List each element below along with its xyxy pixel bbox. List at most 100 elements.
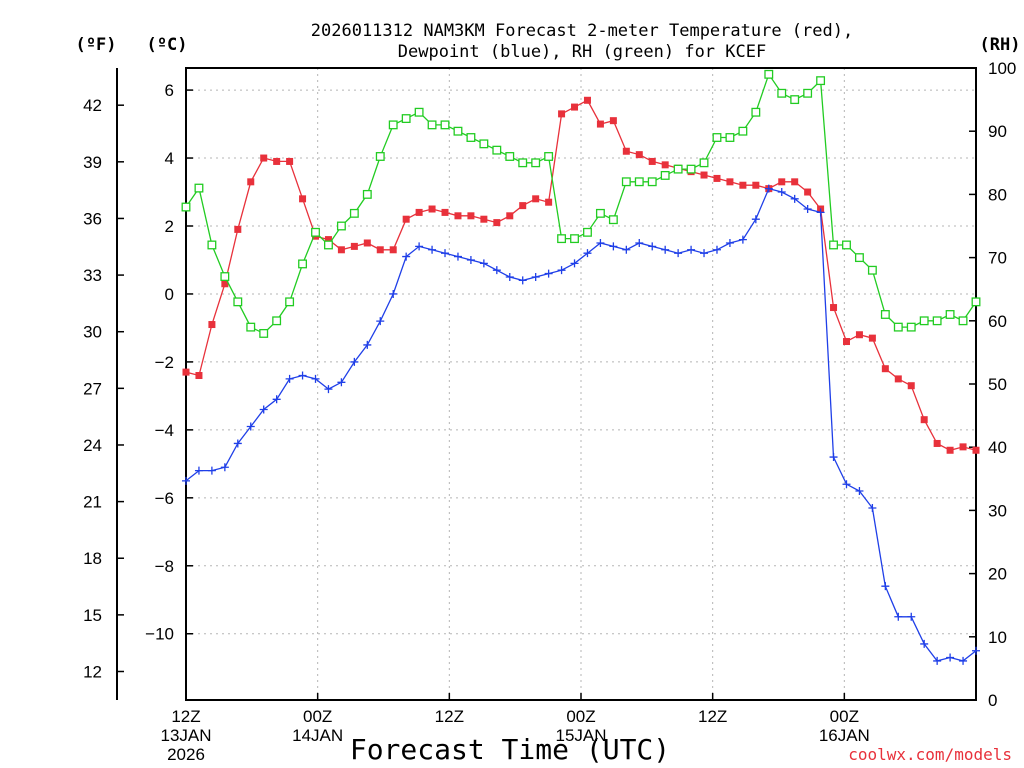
2-meter-temperature-point [894, 375, 902, 383]
dewpoint-point [816, 208, 825, 217]
grid-lines [186, 68, 976, 700]
rh-series [181, 69, 981, 338]
2-meter-temperature-point [273, 157, 281, 165]
dewpoint-point [544, 269, 553, 278]
dewpoint-point [389, 289, 398, 298]
rh-point [880, 310, 890, 319]
rh-point [259, 328, 269, 338]
dewpoint-point [803, 205, 812, 214]
2-meter-temperature-point [234, 225, 242, 233]
2-meter-temperature-point [842, 338, 850, 346]
rh-point [324, 240, 333, 250]
x-axis-title: Forecast Time (UTC) [350, 733, 670, 766]
rh-point [854, 253, 864, 263]
rh-point [285, 297, 295, 307]
rh-point [867, 265, 877, 275]
dewpoint-point [712, 245, 721, 254]
celsius-tick-label: −8 [155, 557, 174, 576]
x-tick-label-time: 00Z [566, 707, 595, 726]
rh-point [583, 227, 592, 237]
plot-frame [185, 67, 977, 701]
rh-point [336, 221, 346, 231]
dewpoint-point [492, 266, 501, 275]
fahrenheit-tick-label: 33 [83, 266, 102, 285]
dewpoint-point [894, 612, 903, 621]
2-meter-temperature-point [260, 154, 268, 162]
2-meter-temperature-point [648, 157, 656, 165]
dewpoint-point [182, 476, 190, 485]
rh-point [375, 152, 385, 161]
2-meter-temperature-point [519, 202, 527, 210]
rh-tick-label: 60 [988, 312, 1007, 331]
2-meter-temperature-point [830, 304, 838, 312]
dewpoint-point [363, 340, 372, 349]
2-meter-temperature-point [946, 446, 954, 454]
2-meter-temperature-point [208, 321, 216, 329]
rh-point [194, 183, 204, 193]
2-meter-temperature-point [713, 174, 721, 182]
dewpoint-point [622, 245, 631, 254]
rh-point [544, 152, 554, 161]
2-meter-temperature-point [920, 416, 928, 424]
dewpoint-point [725, 238, 734, 247]
rh-tick-label: 100 [988, 59, 1016, 78]
2-meter-temperature-point [791, 178, 799, 186]
dewpoint-point [570, 259, 579, 268]
rh-point [842, 240, 851, 250]
dewpoint-point [829, 453, 838, 462]
rh-point [427, 120, 437, 130]
rh-point [608, 215, 618, 225]
2-meter-temperature-point [635, 151, 643, 159]
x-tick-label-date: 14JAN [292, 726, 343, 745]
dewpoint-point [466, 255, 475, 264]
celsius-tick-label: −4 [155, 421, 174, 440]
celsius-tick-label: −6 [155, 489, 174, 508]
rh-point [945, 310, 955, 319]
fahrenheit-tick-label: 39 [83, 153, 102, 172]
dewpoint-point [402, 252, 411, 261]
dewpoint-point [609, 242, 618, 251]
dewpoint-point [557, 266, 566, 275]
x-tick-label-year: 2026 [167, 745, 205, 764]
celsius-tick-label: 0 [165, 285, 174, 304]
rh-point [362, 189, 372, 199]
rh-point [453, 126, 463, 136]
2-meter-temperature-point [739, 181, 747, 189]
2-meter-temperature-point [907, 382, 915, 390]
rh-point [531, 158, 541, 168]
dewpoint-point [246, 422, 255, 431]
rh-tick-label: 40 [988, 438, 1007, 457]
dewpoint-point [583, 249, 592, 258]
rh-point [621, 177, 631, 187]
dewpoint-point [648, 242, 657, 251]
fahrenheit-tick-label: 24 [83, 436, 102, 455]
rh-point [971, 297, 981, 307]
rh-point [595, 208, 605, 218]
rh-point [505, 152, 515, 161]
2-meter-temperature-point [467, 212, 475, 220]
2-meter-temperature-point [532, 195, 540, 203]
dewpoint-point [751, 215, 760, 224]
fahrenheit-tick-label: 42 [83, 96, 102, 115]
dewpoint-point [972, 646, 980, 655]
dewpoint-point [777, 188, 786, 197]
rh-point [401, 114, 411, 124]
rh-point [233, 297, 243, 307]
rh-point [725, 133, 735, 142]
2-meter-temperature-point [571, 103, 579, 111]
x-tick-label-time: 12Z [698, 707, 727, 726]
rh-point [712, 133, 722, 142]
dewpoint-point [259, 405, 268, 414]
rh-point [751, 107, 761, 117]
rh-tick-label: 90 [988, 122, 1007, 141]
dewpoint-point [531, 272, 540, 281]
dewpoint-point [842, 480, 851, 489]
rh-point [673, 164, 683, 174]
dewpoint-point [635, 238, 644, 247]
rh-point [932, 316, 942, 326]
2-meter-temperature-point [376, 246, 384, 254]
2-meter-temperature-point [933, 439, 941, 447]
rh-point [311, 227, 320, 237]
dewpoint-point [764, 184, 773, 193]
